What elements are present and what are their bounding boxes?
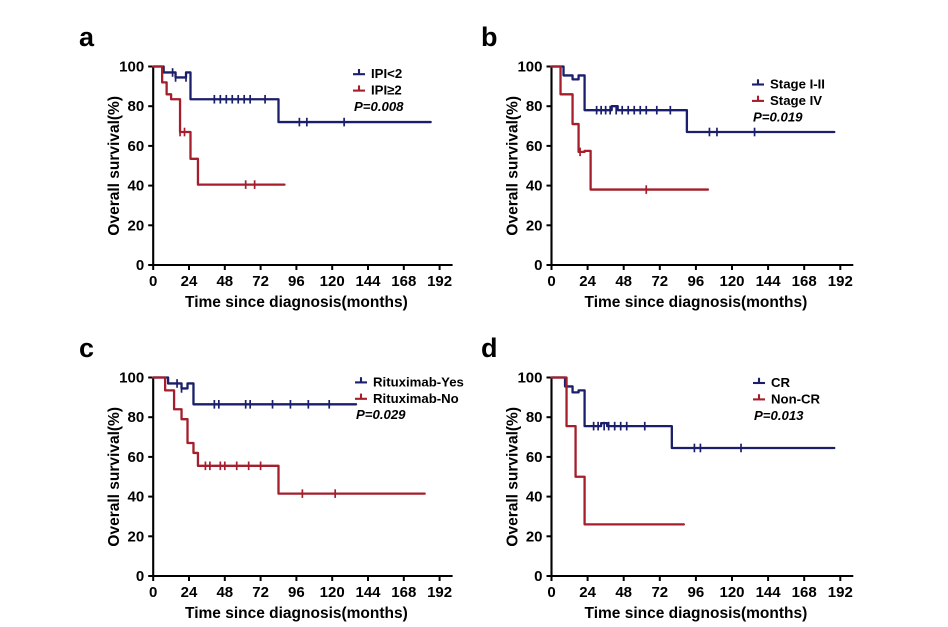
svg-text:20: 20	[526, 528, 543, 545]
svg-text:P=0.013: P=0.013	[754, 408, 804, 423]
svg-text:60: 60	[526, 449, 543, 466]
svg-text:0: 0	[547, 273, 555, 290]
svg-text:100: 100	[517, 370, 542, 387]
svg-text:60: 60	[128, 449, 145, 466]
svg-text:20: 20	[526, 217, 543, 234]
svg-text:168: 168	[792, 584, 817, 601]
svg-text:Rituximab-Yes: Rituximab-Yes	[373, 374, 464, 389]
svg-text:48: 48	[216, 273, 233, 290]
svg-text:100: 100	[119, 370, 144, 387]
svg-text:Time since diagnosis(months): Time since diagnosis(months)	[585, 605, 808, 622]
svg-text:96: 96	[688, 273, 705, 290]
svg-text:96: 96	[288, 584, 305, 601]
svg-text:144: 144	[756, 273, 782, 290]
svg-text:0: 0	[149, 273, 157, 290]
svg-text:Overall survival(%): Overall survival(%)	[106, 96, 123, 236]
svg-text:96: 96	[688, 584, 705, 601]
svg-text:80: 80	[128, 409, 145, 426]
svg-text:Overall survival(%): Overall survival(%)	[106, 407, 123, 547]
svg-text:Stage IV: Stage IV	[770, 93, 822, 108]
svg-text:80: 80	[526, 409, 543, 426]
svg-text:100: 100	[119, 59, 144, 76]
svg-text:0: 0	[149, 584, 157, 601]
svg-text:Stage I-II: Stage I-II	[770, 77, 825, 92]
svg-text:192: 192	[828, 273, 853, 290]
svg-text:60: 60	[128, 138, 145, 155]
svg-text:24: 24	[579, 584, 596, 601]
svg-text:20: 20	[128, 217, 145, 234]
svg-text:40: 40	[128, 489, 145, 506]
svg-text:168: 168	[391, 584, 416, 601]
svg-text:40: 40	[526, 489, 543, 506]
svg-text:80: 80	[128, 98, 145, 115]
svg-text:0: 0	[136, 257, 144, 274]
svg-text:48: 48	[216, 584, 233, 601]
svg-text:144: 144	[756, 584, 782, 601]
svg-text:Rituximab-No: Rituximab-No	[373, 391, 459, 406]
svg-text:120: 120	[719, 273, 744, 290]
svg-text:40: 40	[128, 178, 145, 195]
svg-text:168: 168	[391, 273, 416, 290]
svg-text:24: 24	[181, 273, 198, 290]
svg-text:Overall survival(%): Overall survival(%)	[505, 407, 522, 547]
svg-text:72: 72	[252, 584, 269, 601]
svg-text:120: 120	[320, 584, 345, 601]
svg-text:CR: CR	[771, 375, 791, 390]
svg-text:P=0.019: P=0.019	[753, 109, 803, 124]
svg-text:Time since diagnosis(months): Time since diagnosis(months)	[185, 294, 408, 311]
svg-text:72: 72	[651, 584, 668, 601]
svg-text:192: 192	[828, 584, 853, 601]
svg-text:120: 120	[320, 273, 345, 290]
svg-text:0: 0	[547, 584, 555, 601]
svg-text:192: 192	[427, 273, 452, 290]
svg-text:60: 60	[526, 138, 543, 155]
svg-text:144: 144	[355, 584, 381, 601]
svg-text:P=0.008: P=0.008	[354, 99, 404, 114]
svg-text:Non-CR: Non-CR	[771, 391, 821, 406]
svg-text:120: 120	[719, 584, 744, 601]
svg-text:96: 96	[288, 273, 305, 290]
svg-text:144: 144	[355, 273, 381, 290]
svg-text:24: 24	[181, 584, 198, 601]
svg-text:IPI<2: IPI<2	[371, 66, 402, 81]
svg-text:Overall survival(%): Overall survival(%)	[505, 96, 522, 236]
svg-text:Time since diagnosis(months): Time since diagnosis(months)	[585, 294, 808, 311]
svg-text:72: 72	[252, 273, 269, 290]
svg-text:48: 48	[615, 273, 632, 290]
svg-text:192: 192	[427, 584, 452, 601]
svg-text:0: 0	[534, 257, 542, 274]
svg-text:Time since diagnosis(months): Time since diagnosis(months)	[185, 605, 408, 622]
svg-text:24: 24	[579, 273, 596, 290]
svg-text:P=0.029: P=0.029	[356, 407, 406, 422]
svg-text:0: 0	[534, 568, 542, 585]
svg-text:100: 100	[517, 59, 542, 76]
svg-text:20: 20	[128, 528, 145, 545]
svg-text:0: 0	[136, 568, 144, 585]
svg-text:IPI≥2: IPI≥2	[371, 83, 402, 98]
svg-text:168: 168	[792, 273, 817, 290]
svg-text:40: 40	[526, 178, 543, 195]
svg-text:72: 72	[651, 273, 668, 290]
svg-text:80: 80	[526, 98, 543, 115]
svg-text:48: 48	[615, 584, 632, 601]
